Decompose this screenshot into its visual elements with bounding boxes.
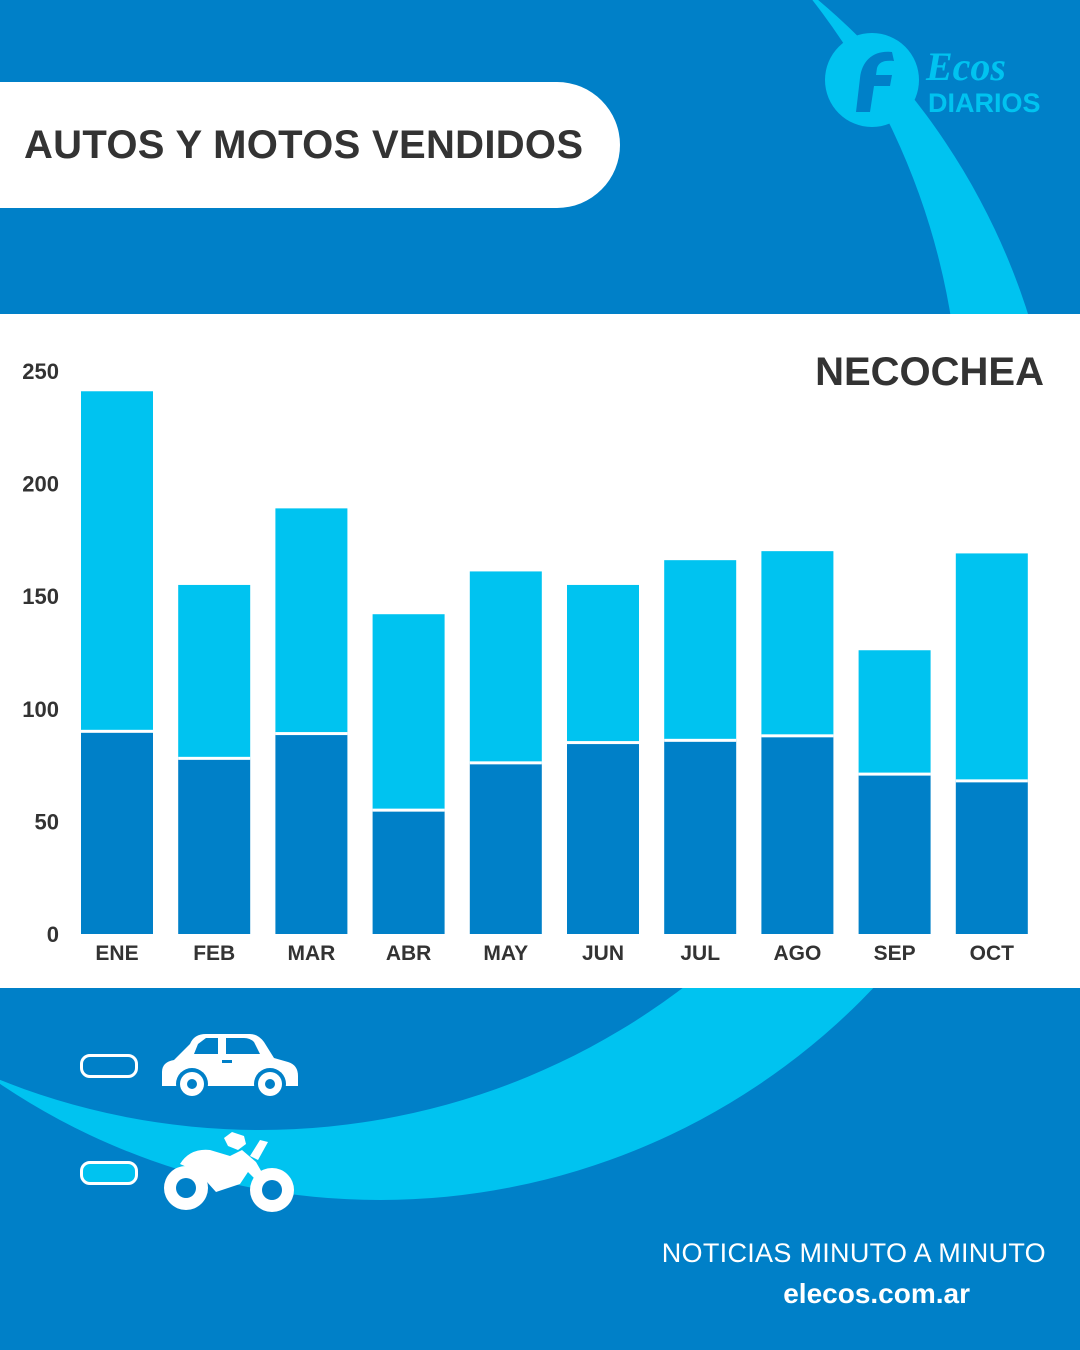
bar-light [955, 553, 1028, 781]
y-tick-label: 150 [22, 584, 59, 609]
bar-dark [858, 774, 931, 934]
y-tick-label: 50 [35, 809, 59, 834]
x-tick-label: JUL [680, 942, 720, 965]
chart-panel: 0 50 100 150 200 250 ENE FEB MAR ABR MAY JUN JUL AGO S… [0, 314, 1080, 988]
x-tick-label: AGO [773, 942, 821, 965]
footer-tagline: NOTICIAS MINUTO A MINUTO [661, 1238, 1046, 1268]
x-tick-label: SEP [874, 942, 916, 965]
bar-separator [664, 738, 737, 742]
footer-url[interactable]: elecos.com.ar [783, 1278, 970, 1309]
bar-separator [469, 761, 542, 765]
bar-dark [178, 758, 251, 934]
bar-light [275, 508, 348, 734]
y-tick-label: 0 [47, 922, 59, 947]
bar-light [178, 584, 251, 759]
bar-dark [761, 735, 834, 934]
bar-dark [955, 780, 1028, 934]
legend-swatch-light [80, 1161, 138, 1185]
chart-title: NECOCHEA [815, 350, 1044, 394]
motorcycle-icon [164, 1132, 294, 1212]
bar-light [469, 571, 542, 763]
bar-light [664, 560, 737, 741]
bar-dark [81, 731, 153, 934]
bar-chart: 0 50 100 150 200 250 ENE FEB MAR ABR MAY JUN JUL AGO S… [22, 359, 1028, 965]
page-title: AUTOS Y MOTOS VENDIDOS [24, 122, 584, 167]
title-banner: AUTOS Y MOTOS VENDIDOS [0, 82, 620, 208]
bar-dark [275, 733, 348, 934]
bar-light [372, 614, 445, 811]
y-tick-label: 100 [22, 697, 59, 722]
bar-separator [567, 741, 639, 745]
bar-dark [567, 742, 639, 934]
y-tick-label: 200 [22, 472, 59, 497]
bar-separator [761, 734, 834, 738]
bar-separator [275, 732, 348, 736]
x-tick-label: FEB [193, 942, 235, 965]
x-tick-label: MAY [483, 942, 528, 965]
logo-word-ecos: Ecos [925, 44, 1006, 89]
bar-light [858, 650, 931, 775]
bar-separator [858, 772, 931, 776]
bar-dark [372, 810, 445, 934]
car-icon [162, 1034, 298, 1100]
x-tick-label: ABR [386, 942, 432, 965]
legend-item-light [80, 1132, 300, 1214]
x-tick-label: MAR [287, 942, 335, 965]
bar-separator [372, 808, 445, 812]
bar-separator [955, 779, 1028, 783]
logo-word-diarios: DIARIOS [928, 88, 1041, 118]
legend-swatch-dark [80, 1054, 138, 1078]
y-tick-label: 250 [22, 359, 59, 384]
bar-light [567, 584, 639, 743]
x-tick-label: OCT [970, 942, 1015, 965]
bar-dark [469, 762, 542, 934]
bar-light [81, 391, 153, 732]
bar-separator [178, 756, 251, 760]
x-tick-label: ENE [95, 942, 138, 965]
x-tick-label: JUN [582, 942, 624, 965]
ecos-f-logo-icon: Ecos DIARIOS [825, 33, 1041, 127]
bar-dark [664, 740, 737, 934]
bar-separator [81, 729, 153, 733]
bar-light [761, 551, 834, 736]
legend-item-dark [80, 1030, 300, 1102]
